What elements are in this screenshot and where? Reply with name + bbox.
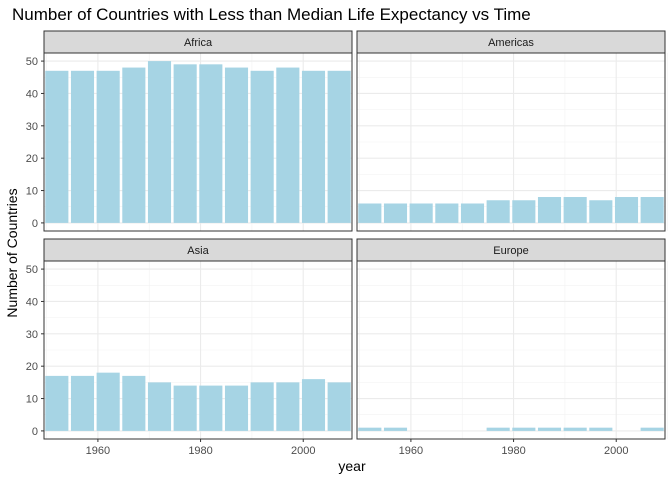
bar xyxy=(563,427,587,431)
bar xyxy=(512,427,536,431)
bar xyxy=(96,70,120,223)
bar xyxy=(327,70,351,223)
facet-strip-label: Americas xyxy=(488,37,534,49)
bar xyxy=(147,382,172,431)
facet-panel-europe: Europe 1960 1980 2000 xyxy=(356,238,668,457)
bar xyxy=(122,375,146,431)
bar xyxy=(435,203,459,223)
y-tick-label: 0 xyxy=(32,218,38,230)
x-tick-label: 1980 xyxy=(501,445,525,457)
bar xyxy=(640,197,664,223)
bar xyxy=(70,375,95,431)
bar xyxy=(537,427,562,431)
y-tick-label: 40 xyxy=(26,88,38,100)
bar xyxy=(276,382,300,431)
facet-strip-label: Europe xyxy=(493,245,528,257)
facet-panel-africa: Africa 0 10 20 30 40 50 xyxy=(26,30,355,232)
bar xyxy=(147,61,172,223)
panel-border xyxy=(356,260,666,440)
x-tick-label: 1960 xyxy=(86,445,110,457)
bar xyxy=(199,385,223,431)
y-tick-label: 40 xyxy=(26,296,38,308)
y-axis-title: Number of Countries xyxy=(4,188,20,317)
bar xyxy=(512,200,536,223)
bar xyxy=(45,70,69,223)
y-tick-label: 20 xyxy=(26,361,38,373)
bar xyxy=(383,427,408,431)
facet-panel-asia: Asia 0 10 20 30 40 50 1960 1980 2000 xyxy=(26,238,355,457)
bar xyxy=(640,427,664,431)
bar xyxy=(276,67,300,223)
panel-border xyxy=(356,52,666,232)
bar xyxy=(460,203,485,223)
bar xyxy=(327,382,351,431)
bar xyxy=(358,427,382,431)
bar xyxy=(173,385,197,431)
bar xyxy=(250,382,274,431)
bar xyxy=(173,64,197,223)
bar xyxy=(383,203,408,223)
bar xyxy=(199,64,223,223)
bar xyxy=(358,203,382,223)
chart-title: Number of Countries with Less than Media… xyxy=(12,5,531,24)
y-tick-label: 0 xyxy=(32,426,38,438)
bar xyxy=(614,197,639,223)
bar xyxy=(70,70,95,223)
bar xyxy=(224,67,249,223)
y-tick-label: 20 xyxy=(26,153,38,165)
x-tick-label: 1980 xyxy=(188,445,212,457)
bar xyxy=(224,385,249,431)
x-tick-label: 2000 xyxy=(291,445,315,457)
bar xyxy=(486,427,510,431)
bar xyxy=(301,70,326,223)
facet-strip-label: Asia xyxy=(187,245,209,257)
x-axis-title: year xyxy=(338,458,366,474)
bar xyxy=(486,200,510,223)
y-tick-label: 10 xyxy=(26,186,38,198)
bar xyxy=(409,203,433,223)
panel-border xyxy=(43,52,353,232)
facet-strip-label: Africa xyxy=(184,37,213,49)
y-tick-label: 30 xyxy=(26,329,38,341)
panel-border xyxy=(43,260,353,440)
y-tick-label: 50 xyxy=(26,56,38,68)
bar xyxy=(122,67,146,223)
bar xyxy=(563,197,587,223)
x-tick-label: 2000 xyxy=(604,445,628,457)
bar xyxy=(96,372,120,431)
bar xyxy=(537,197,562,223)
y-tick-label: 30 xyxy=(26,121,38,133)
y-tick-label: 50 xyxy=(26,264,38,276)
facet-panels: Africa 0 10 20 30 40 50 Americas Asia 0 10 20 30 40 50… xyxy=(26,30,668,457)
bar xyxy=(45,375,69,431)
bar xyxy=(589,427,613,431)
y-tick-label: 10 xyxy=(26,394,38,406)
bar xyxy=(301,379,326,431)
x-tick-label: 1960 xyxy=(399,445,423,457)
bar xyxy=(250,70,274,223)
facet-panel-americas: Americas xyxy=(356,30,668,232)
bar xyxy=(589,200,613,223)
